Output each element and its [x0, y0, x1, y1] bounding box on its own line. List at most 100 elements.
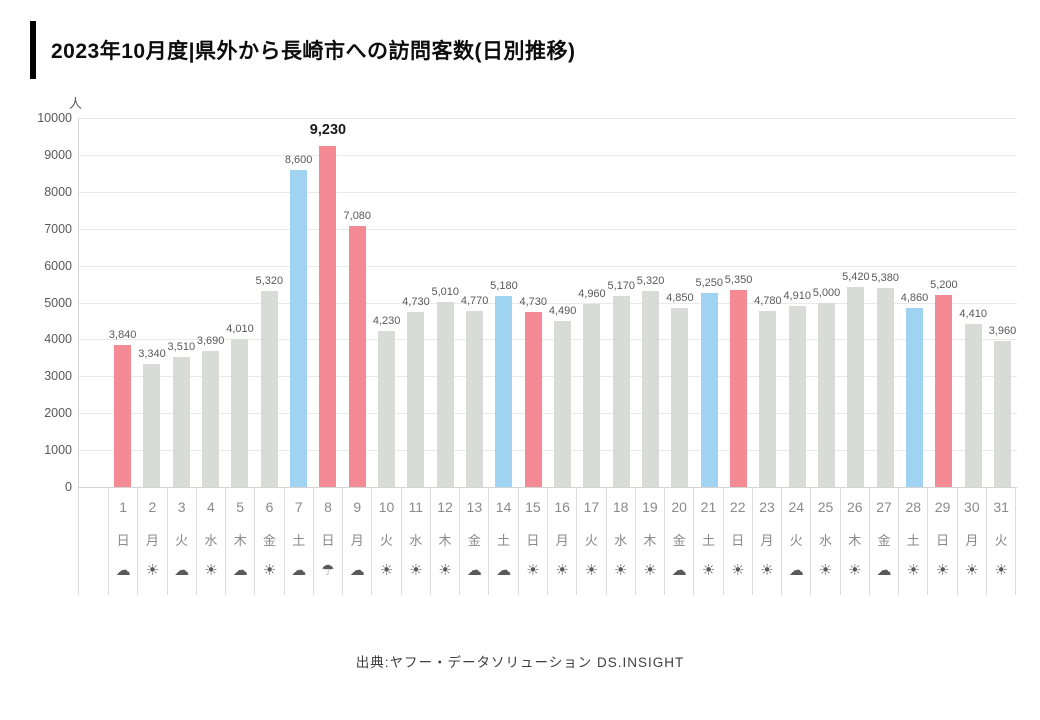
y-tick-label: 7000 [44, 221, 72, 236]
day-number-label: 27 [876, 499, 892, 515]
sun-icon: ☀ [438, 562, 452, 579]
visitor-bar [700, 293, 718, 487]
sun-icon: ☀ [760, 562, 774, 579]
day-number-label: 26 [846, 499, 863, 515]
weekday-label: 水 [614, 533, 628, 548]
day-number-label: 22 [729, 499, 746, 515]
day-number-label: 2 [148, 499, 157, 515]
bar-column: 5,200 [929, 118, 958, 487]
bar-column: 3,690 [196, 118, 225, 487]
bar-column: 5,180 [489, 118, 518, 487]
bar-column: 4,730 [401, 118, 430, 487]
sun-icon: ☀ [935, 562, 950, 579]
bar-column: 5,380 [871, 118, 900, 487]
title-accent-bar [30, 21, 36, 79]
day-column: 1 日 ☁ [109, 488, 139, 595]
sun-icon: ☀ [379, 562, 394, 579]
bar-column: 4,410 [959, 118, 988, 487]
bar-value-label: 3,340 [138, 347, 166, 360]
weekday-label: 月 [145, 533, 159, 548]
day-column: 15 日 ☀ [519, 488, 548, 595]
bar-column: 5,320 [636, 118, 665, 487]
weekday-label: 水 [409, 533, 423, 548]
weekday-label: 土 [292, 533, 306, 548]
bar-column: 4,960 [577, 118, 606, 487]
bar-column: 4,780 [753, 118, 782, 487]
day-column: 20 金 ☁ [665, 488, 695, 595]
bar-column: 5,010 [431, 118, 460, 487]
day-number-label: 23 [759, 499, 775, 515]
day-column: 21 土 ☀ [694, 488, 724, 595]
sun-icon: ☀ [409, 562, 423, 579]
weekday-label: 月 [350, 533, 364, 548]
gridline [79, 376, 1017, 378]
day-number-label: 29 [934, 499, 951, 515]
day-number-label: 9 [353, 499, 362, 515]
y-tick-label: 9000 [44, 147, 72, 162]
weekday-label: 水 [819, 533, 833, 548]
visitor-bar [583, 303, 601, 487]
y-tick-label: 1000 [44, 443, 72, 458]
day-number-label: 28 [905, 499, 922, 515]
weekday-label: 火 [584, 533, 598, 548]
y-tick-label: 8000 [44, 184, 72, 199]
sun-icon: ☀ [994, 562, 1008, 579]
visitor-bar [466, 311, 484, 487]
sun-icon: ☀ [818, 562, 833, 579]
bar-column: 8,600 [284, 118, 313, 487]
bar-column: 5,250 [695, 118, 724, 487]
day-column: 24 火 ☁ [782, 488, 812, 595]
visitor-bar [730, 289, 748, 487]
day-column: 30 月 ☀ [958, 488, 987, 595]
day-number-label: 15 [525, 499, 541, 515]
visitor-bar [847, 287, 865, 487]
sun-icon: ☀ [730, 562, 745, 579]
day-number-label: 16 [554, 499, 570, 515]
bar-value-label: 4,730 [519, 296, 548, 309]
day-column: 6 金 ☀ [255, 488, 285, 595]
visitor-bar [231, 339, 249, 487]
cloud-icon: ☁ [349, 562, 365, 579]
rain-icon: ☂ [321, 562, 335, 579]
visitor-bar [554, 321, 572, 487]
x-axis-spacer [79, 488, 109, 595]
weekday-label: 日 [731, 533, 745, 548]
bar-value-label: 3,510 [167, 341, 196, 354]
weekday-label: 土 [701, 533, 715, 548]
bar-value-label: 3,690 [196, 334, 225, 347]
day-number-label: 4 [207, 499, 215, 515]
bar-value-label: 5,420 [842, 271, 870, 284]
bar-value-label: 5,010 [431, 286, 460, 299]
weekday-label: 月 [555, 533, 569, 548]
day-column: 25 水 ☀ [811, 488, 841, 595]
weekday-label: 日 [936, 533, 950, 548]
weekday-label: 火 [380, 533, 394, 548]
day-number-label: 3 [177, 499, 186, 515]
bar-column: 4,230 [372, 118, 401, 487]
day-number-label: 1 [119, 499, 128, 515]
day-number-label: 17 [583, 499, 600, 515]
visitor-bar [319, 146, 337, 487]
day-number-label: 8 [324, 499, 332, 515]
day-column: 4 水 ☀ [197, 488, 227, 595]
y-tick-label: 10000 [37, 111, 72, 125]
sun-icon: ☀ [643, 562, 657, 579]
day-number-label: 14 [495, 499, 512, 515]
day-column: 16 月 ☀ [548, 488, 578, 595]
bar-value-label: 4,010 [226, 323, 254, 336]
weekday-label: 月 [760, 533, 774, 548]
weekday-label: 金 [672, 533, 686, 548]
bar-value-label: 4,730 [402, 296, 430, 309]
bar-value-label: 4,860 [900, 291, 929, 304]
gridline [79, 339, 1017, 341]
gridline [79, 265, 1017, 267]
bar-value-label: 5,250 [695, 277, 723, 290]
day-number-label: 20 [671, 499, 687, 515]
bar-column: 4,770 [460, 118, 489, 487]
weekday-label: 土 [497, 533, 511, 548]
bar-column: 5,350 [724, 118, 753, 487]
bar-column: 4,010 [225, 118, 254, 487]
gridline [79, 191, 1017, 193]
sun-icon: ☀ [848, 562, 862, 579]
